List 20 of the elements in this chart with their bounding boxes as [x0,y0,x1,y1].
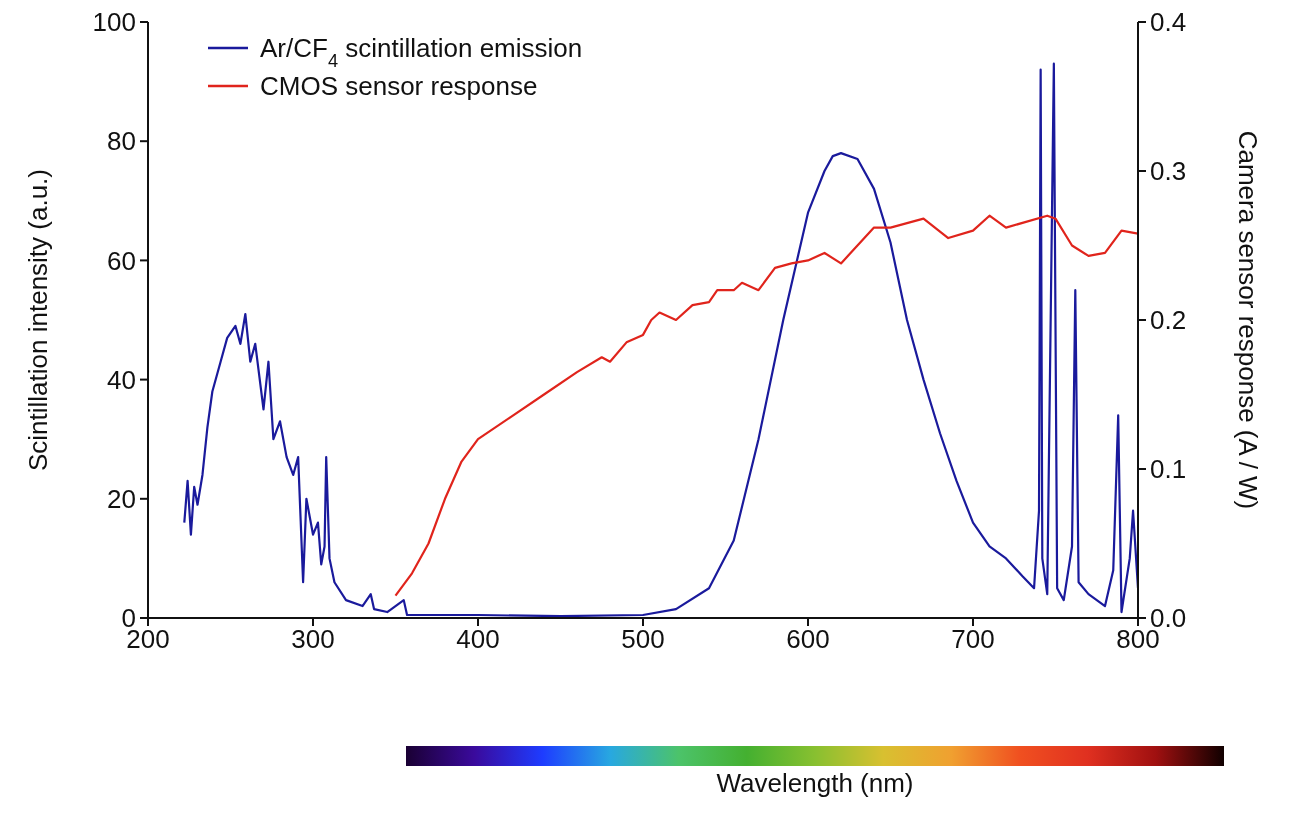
x-tick-label: 500 [621,624,665,655]
line-series [394,214,1138,597]
y2-tick-label: 0.3 [1150,156,1187,187]
x-tick-label: 600 [786,624,830,655]
y2-tick-label: 0.2 [1150,305,1187,336]
legend-label: Ar/CF$_{4}$ scintillation emission [260,33,583,71]
x-axis-title: Wavelength (nm) [715,768,915,799]
y-tick-label: 40 [107,364,136,395]
x-tick-label: 400 [456,624,500,655]
y-tick-label: 60 [107,245,136,276]
y2-tick-label: 0.4 [1150,7,1187,38]
y-tick-label: 100 [92,7,136,38]
legend-label: CMOS sensor response [260,71,538,101]
y-axis-title: Scintillation intensity (a.u.) [23,168,54,472]
y2-tick-label: 0.1 [1150,454,1187,485]
x-tick-label: 700 [951,624,995,655]
y2-axis-title: Camera sensor response (A / W) [1232,130,1263,510]
x-tick-label: 300 [291,624,335,655]
y-tick-label: 80 [107,126,136,157]
y-tick-label: 20 [107,484,136,515]
